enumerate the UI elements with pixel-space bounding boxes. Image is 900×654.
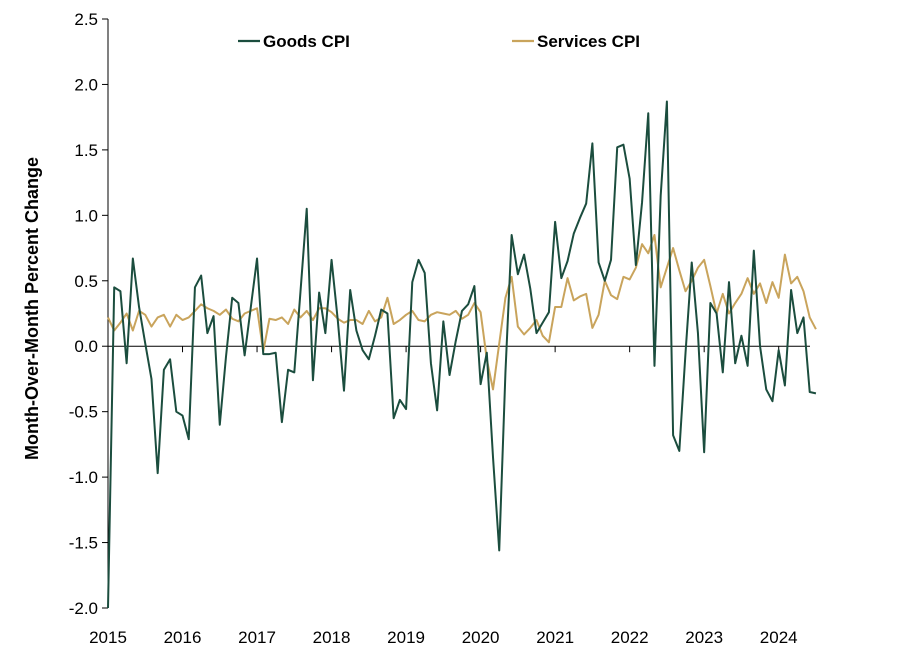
y-axis-ticks: -2.0 -1.5 -1.0 -0.5 0.0 0.5 1.0 1.5 2.0 2.5 <box>69 10 108 618</box>
y-tick-label: 0.5 <box>74 272 98 291</box>
x-tick-label: 2020 <box>462 628 500 647</box>
services-cpi-line <box>107 233 817 391</box>
x-tick-label: 2023 <box>685 628 723 647</box>
x-tick-label: 2018 <box>313 628 351 647</box>
x-tick-label: 2015 <box>89 628 127 647</box>
y-tick-label: 2.0 <box>74 75 98 94</box>
goods-cpi-line <box>107 100 817 609</box>
x-tick-label: 2024 <box>760 628 798 647</box>
y-tick-label: -1.0 <box>69 468 98 487</box>
services-cpi-legend-label: Services CPI <box>537 32 640 51</box>
y-tick-label: -0.5 <box>69 403 98 422</box>
legend: Goods CPI Services CPI <box>238 32 640 51</box>
y-tick-label: 2.5 <box>74 10 98 29</box>
y-tick-label: 1.5 <box>74 141 98 160</box>
goods-cpi-legend-label: Goods CPI <box>263 32 350 51</box>
y-tick-label: 1.0 <box>74 206 98 225</box>
series-layer <box>107 100 817 609</box>
y-tick-label: -2.0 <box>69 599 98 618</box>
x-tick-label: 2016 <box>164 628 202 647</box>
y-tick-label: -1.5 <box>69 534 98 553</box>
x-axis-ticks: 2015 2016 2017 2018 2019 2020 2021 2022 2023 2024 <box>89 346 798 647</box>
y-tick-label: 0.0 <box>74 337 98 356</box>
x-tick-label: 2017 <box>238 628 276 647</box>
x-tick-label: 2021 <box>536 628 574 647</box>
x-tick-label: 2022 <box>611 628 649 647</box>
x-tick-label: 2019 <box>387 628 425 647</box>
y-axis-title: Month-Over-Month Percent Change <box>22 157 42 460</box>
